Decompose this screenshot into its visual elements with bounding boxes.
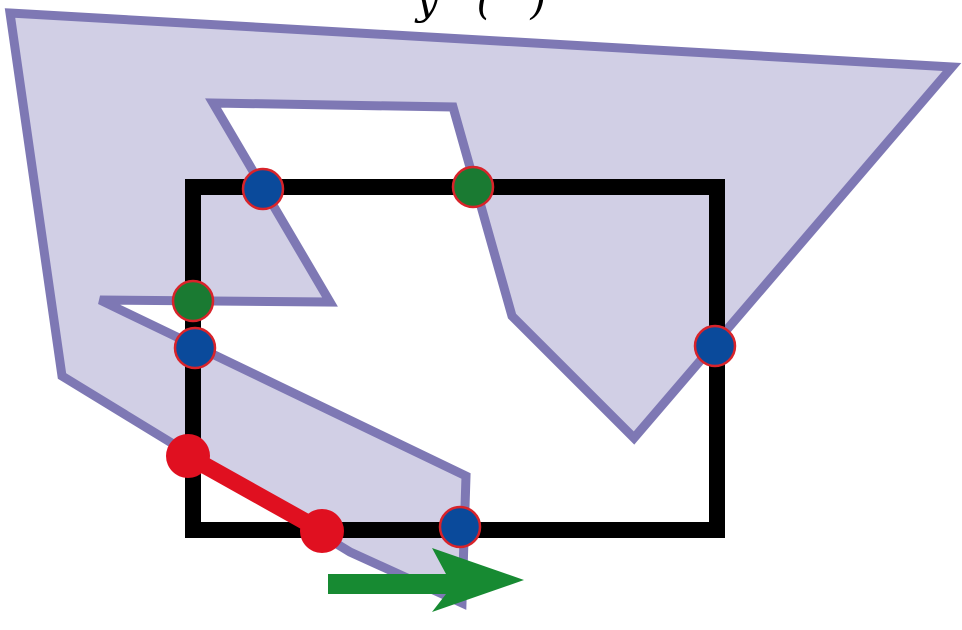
segment-endpoint-start [166, 434, 210, 478]
clip-polygon [4, 8, 962, 610]
clipped-segment [179, 447, 331, 540]
intersection-left-upper [171, 279, 215, 323]
intersection-top-left [241, 167, 285, 211]
intersection-right [693, 324, 737, 368]
intersection-top-middle [451, 165, 495, 209]
intersection-bottom [438, 505, 482, 549]
intersection-left-lower [173, 326, 217, 370]
segment-endpoint-end [300, 509, 344, 553]
direction-arrow [328, 548, 524, 612]
